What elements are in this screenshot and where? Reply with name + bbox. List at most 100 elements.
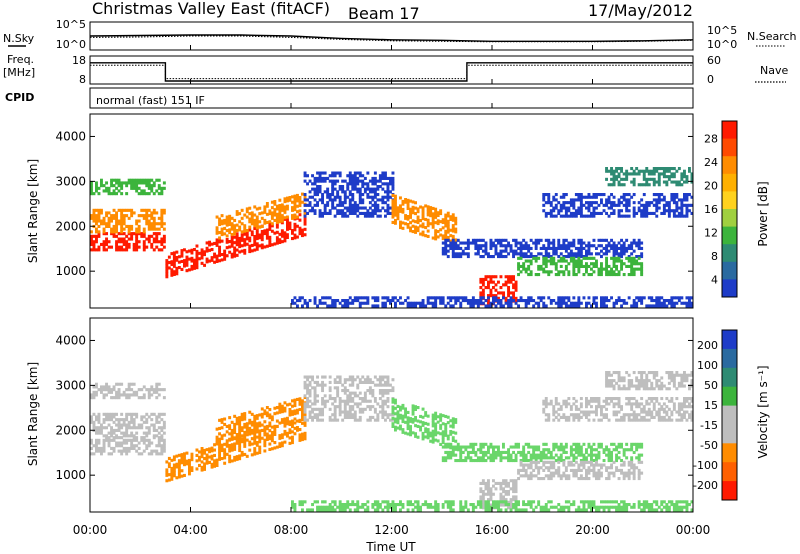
data-cell bbox=[361, 211, 365, 215]
data-cell bbox=[564, 477, 568, 481]
data-cell bbox=[579, 474, 583, 478]
data-cell bbox=[552, 262, 556, 266]
data-cell bbox=[107, 438, 111, 442]
data-cell bbox=[130, 382, 134, 386]
data-cell bbox=[404, 299, 408, 303]
data-cell bbox=[592, 468, 596, 472]
data-cell bbox=[502, 296, 505, 300]
data-cell bbox=[497, 450, 500, 454]
data-cell bbox=[557, 413, 561, 417]
data-cell bbox=[572, 203, 576, 207]
data-cell bbox=[685, 206, 689, 210]
data-cell bbox=[303, 198, 307, 202]
data-cell bbox=[449, 446, 453, 450]
data-cell bbox=[195, 244, 199, 248]
data-cell bbox=[466, 238, 470, 242]
data-cell bbox=[655, 299, 659, 303]
data-cell bbox=[544, 460, 548, 464]
data-cell bbox=[577, 262, 581, 266]
data-cell bbox=[542, 304, 546, 308]
data-cell bbox=[351, 198, 355, 202]
data-cell bbox=[409, 199, 413, 203]
data-cell bbox=[497, 481, 500, 485]
data-cell bbox=[597, 463, 601, 467]
data-cell bbox=[343, 193, 347, 197]
data-cell bbox=[479, 490, 483, 494]
data-cell bbox=[612, 442, 616, 446]
data-cell bbox=[185, 261, 189, 265]
data-cell bbox=[577, 299, 581, 303]
data-cell bbox=[677, 198, 681, 202]
data-cell bbox=[544, 399, 548, 403]
data-cell bbox=[481, 479, 485, 483]
data-cell bbox=[517, 450, 521, 454]
data-cell bbox=[487, 283, 490, 287]
data-cell bbox=[446, 445, 450, 449]
data-cell bbox=[255, 451, 259, 455]
data-cell bbox=[451, 241, 455, 245]
data-cell bbox=[640, 169, 644, 173]
data-cell bbox=[95, 385, 98, 389]
data-cell bbox=[657, 301, 661, 305]
data-cell bbox=[617, 256, 621, 260]
data-cell bbox=[203, 467, 207, 471]
data-cell bbox=[567, 415, 571, 419]
data-cell bbox=[622, 249, 626, 253]
data-cell bbox=[484, 246, 488, 250]
data-cell bbox=[291, 410, 294, 414]
data-cell bbox=[512, 484, 516, 488]
data-cell bbox=[275, 204, 279, 208]
data-cell bbox=[107, 436, 111, 440]
data-cell bbox=[434, 301, 438, 305]
data-cell bbox=[381, 198, 385, 202]
data-cell bbox=[130, 438, 134, 442]
data-cell bbox=[607, 466, 611, 470]
data-cell bbox=[130, 426, 134, 430]
data-cell bbox=[585, 397, 588, 401]
data-cell bbox=[386, 383, 390, 387]
data-cell bbox=[622, 252, 626, 256]
data-cell bbox=[487, 294, 490, 298]
data-cell bbox=[223, 221, 227, 225]
data-cell bbox=[391, 422, 395, 426]
data-cell bbox=[386, 413, 390, 417]
data-cell bbox=[590, 211, 593, 215]
data-cell bbox=[620, 167, 624, 171]
data-cell bbox=[384, 410, 387, 414]
data-cell bbox=[293, 432, 297, 436]
data-cell bbox=[456, 246, 460, 250]
data-cell bbox=[590, 203, 593, 207]
data-cell bbox=[617, 384, 621, 388]
data-cell bbox=[150, 423, 154, 427]
data-cell bbox=[180, 474, 184, 478]
data-cell bbox=[373, 383, 377, 387]
data-cell bbox=[90, 393, 93, 397]
data-cell bbox=[215, 229, 219, 233]
data-cell bbox=[102, 388, 106, 392]
data-cell bbox=[592, 270, 596, 274]
data-cell bbox=[220, 222, 224, 226]
data-cell bbox=[298, 196, 302, 200]
data-cell bbox=[471, 448, 475, 452]
data-cell bbox=[652, 407, 656, 411]
data-cell bbox=[336, 171, 340, 175]
data-cell bbox=[95, 189, 98, 193]
data-cell bbox=[92, 214, 96, 218]
data-cell bbox=[499, 453, 503, 457]
data-cell bbox=[265, 231, 269, 235]
data-cell bbox=[502, 498, 506, 502]
data-cell bbox=[336, 179, 340, 183]
data-cell bbox=[235, 441, 239, 445]
data-cell bbox=[358, 179, 362, 183]
data-cell bbox=[351, 176, 355, 180]
data-cell bbox=[243, 238, 247, 242]
data-cell bbox=[258, 244, 262, 248]
data-cell bbox=[112, 385, 116, 389]
data-cell bbox=[600, 296, 603, 300]
data-cell bbox=[358, 193, 362, 197]
data-cell bbox=[617, 477, 621, 481]
data-cell bbox=[587, 241, 591, 245]
colorbar-segment bbox=[722, 226, 737, 245]
data-cell bbox=[298, 433, 302, 437]
data-cell bbox=[157, 420, 161, 424]
